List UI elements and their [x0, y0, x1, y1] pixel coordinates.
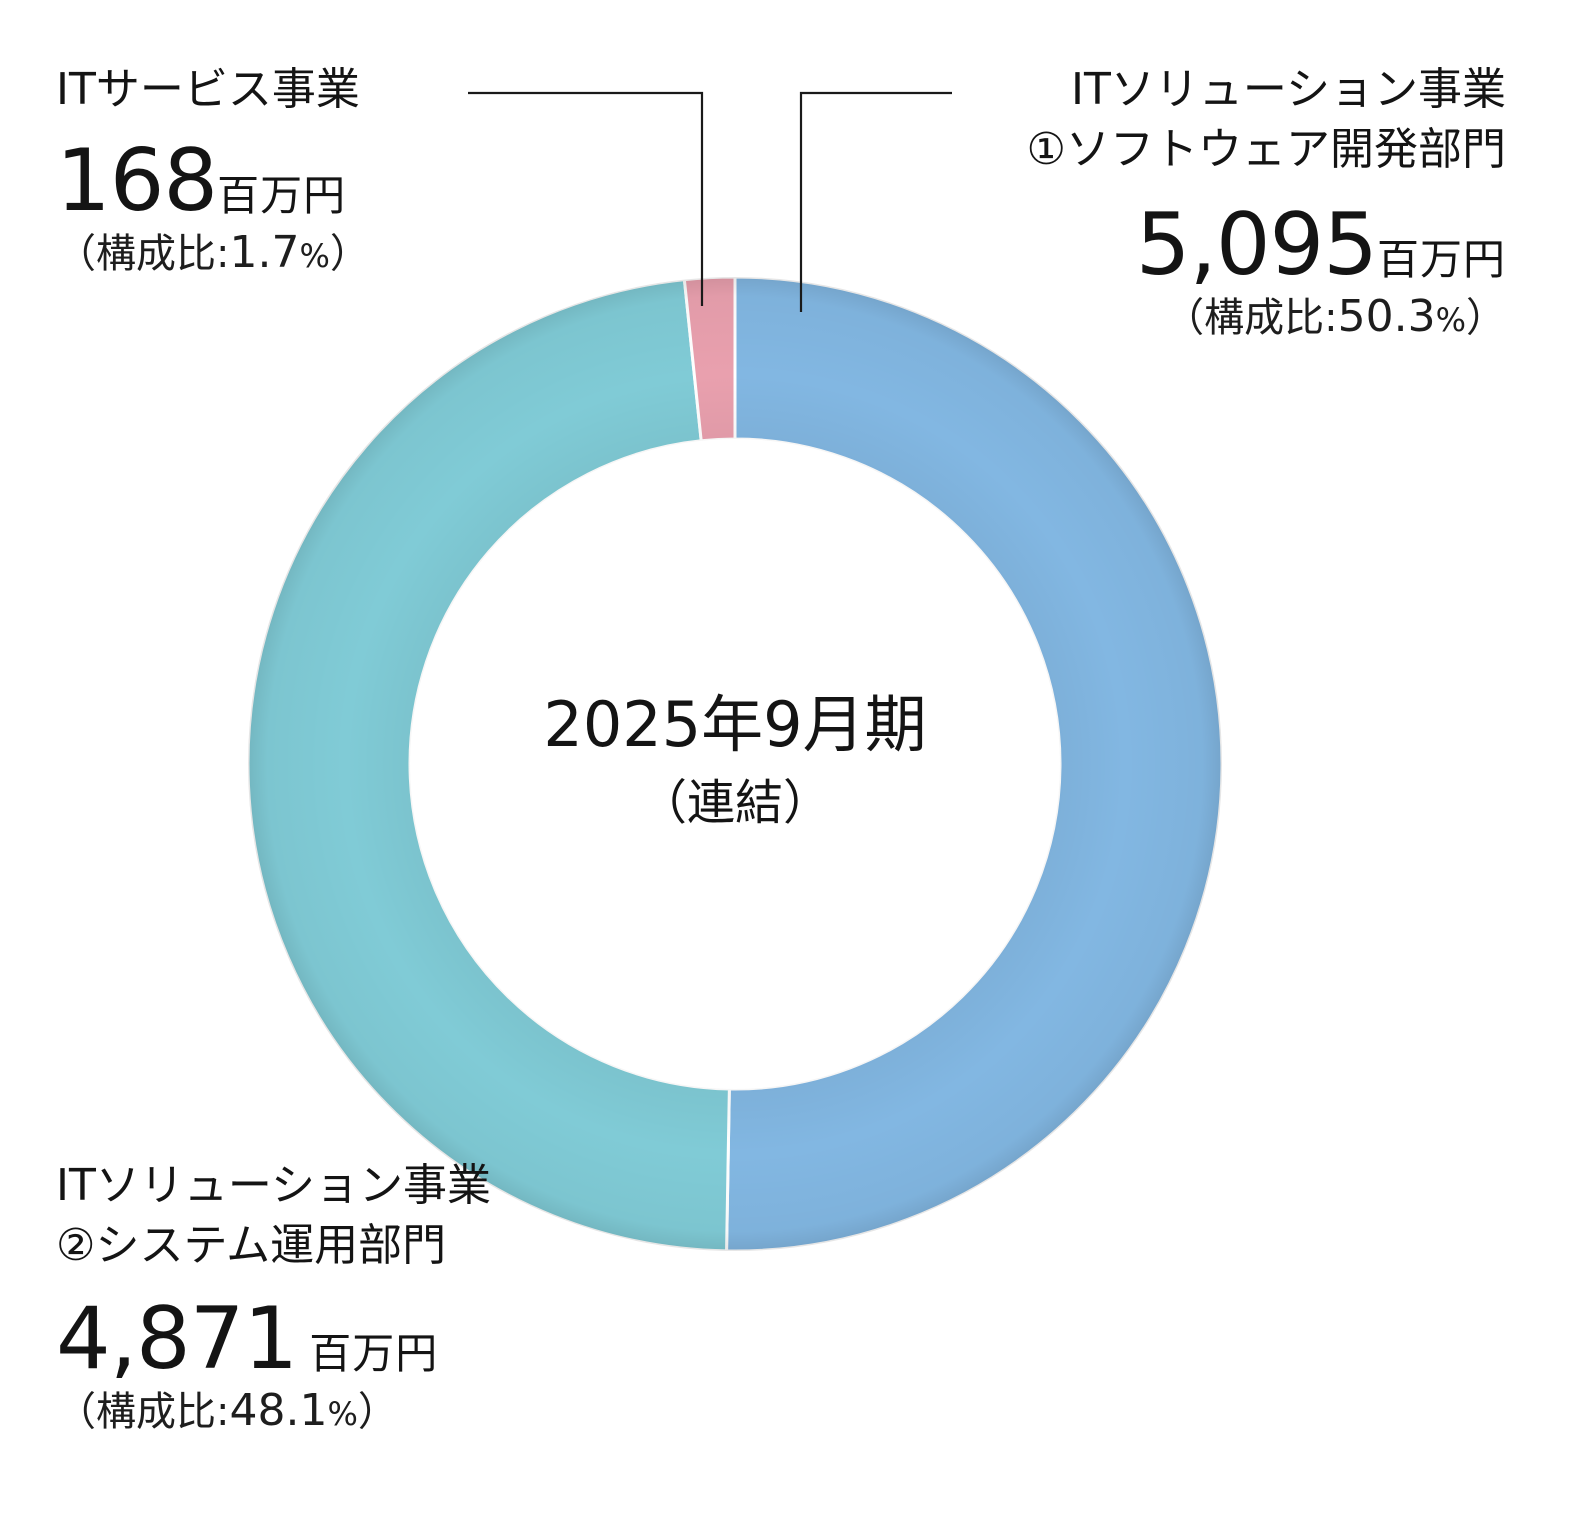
amount-unit: 百万円 — [309, 1329, 439, 1378]
consolidated-note: （連結） — [638, 775, 831, 831]
share-prefix: （構成比: — [56, 231, 230, 277]
label-software-development: ITソリューション事業 ①ソフトウェア開発部門 5,095百万円 （構成比:50… — [1027, 62, 1506, 345]
label-it-service: ITサービス事業 168百万円 （構成比:1.7%） — [56, 62, 370, 281]
segment-amount: 168百万円 — [56, 136, 370, 226]
amount-value: 5,095 — [1135, 195, 1378, 295]
share-prefix: （構成比: — [1164, 295, 1338, 341]
segment-subname: ②システム運用部門 — [56, 1220, 447, 1271]
share-percent-sign: % — [1435, 301, 1466, 339]
amount-value: 168 — [56, 131, 218, 231]
amount-unit: 百万円 — [217, 171, 347, 220]
leader-line-service — [468, 91, 704, 306]
segment-amount: 4,871 百万円 — [56, 1294, 491, 1384]
amount-unit: 百万円 — [1376, 235, 1506, 284]
share-value: 1.7 — [229, 227, 300, 278]
segment-amount: 5,095百万円 — [1027, 200, 1506, 290]
segment-name: ITソリューション事業 — [56, 1160, 491, 1211]
period-title: 2025年9月期 — [543, 688, 927, 761]
ring-shading — [248, 277, 1222, 1251]
segment-name: ITサービス事業 — [56, 64, 360, 115]
share-value: 48.1 — [229, 1385, 328, 1436]
segment-name: ITソリューション事業 — [1071, 64, 1506, 115]
share-suffix: ） — [329, 231, 370, 277]
segment-share: （構成比:50.3%） — [1027, 292, 1506, 345]
segment-share: （構成比:1.7%） — [56, 228, 370, 281]
segment-subname: ①ソフトウェア開発部門 — [1026, 124, 1506, 175]
label-system-operations: ITソリューション事業 ②システム運用部門 4,871 百万円 （構成比:48.1… — [56, 1158, 491, 1439]
share-percent-sign: % — [299, 237, 330, 275]
share-percent-sign: % — [327, 1395, 358, 1433]
share-suffix: ） — [357, 1389, 398, 1435]
share-prefix: （構成比: — [56, 1389, 230, 1435]
segment-share: （構成比:48.1%） — [56, 1386, 491, 1439]
donut-center-label: 2025年9月期 （連結） — [435, 690, 1035, 832]
amount-value: 4,871 — [56, 1289, 298, 1389]
share-suffix: ） — [1466, 295, 1506, 341]
leader-line-software — [799, 91, 952, 312]
share-value: 50.3 — [1337, 291, 1436, 342]
